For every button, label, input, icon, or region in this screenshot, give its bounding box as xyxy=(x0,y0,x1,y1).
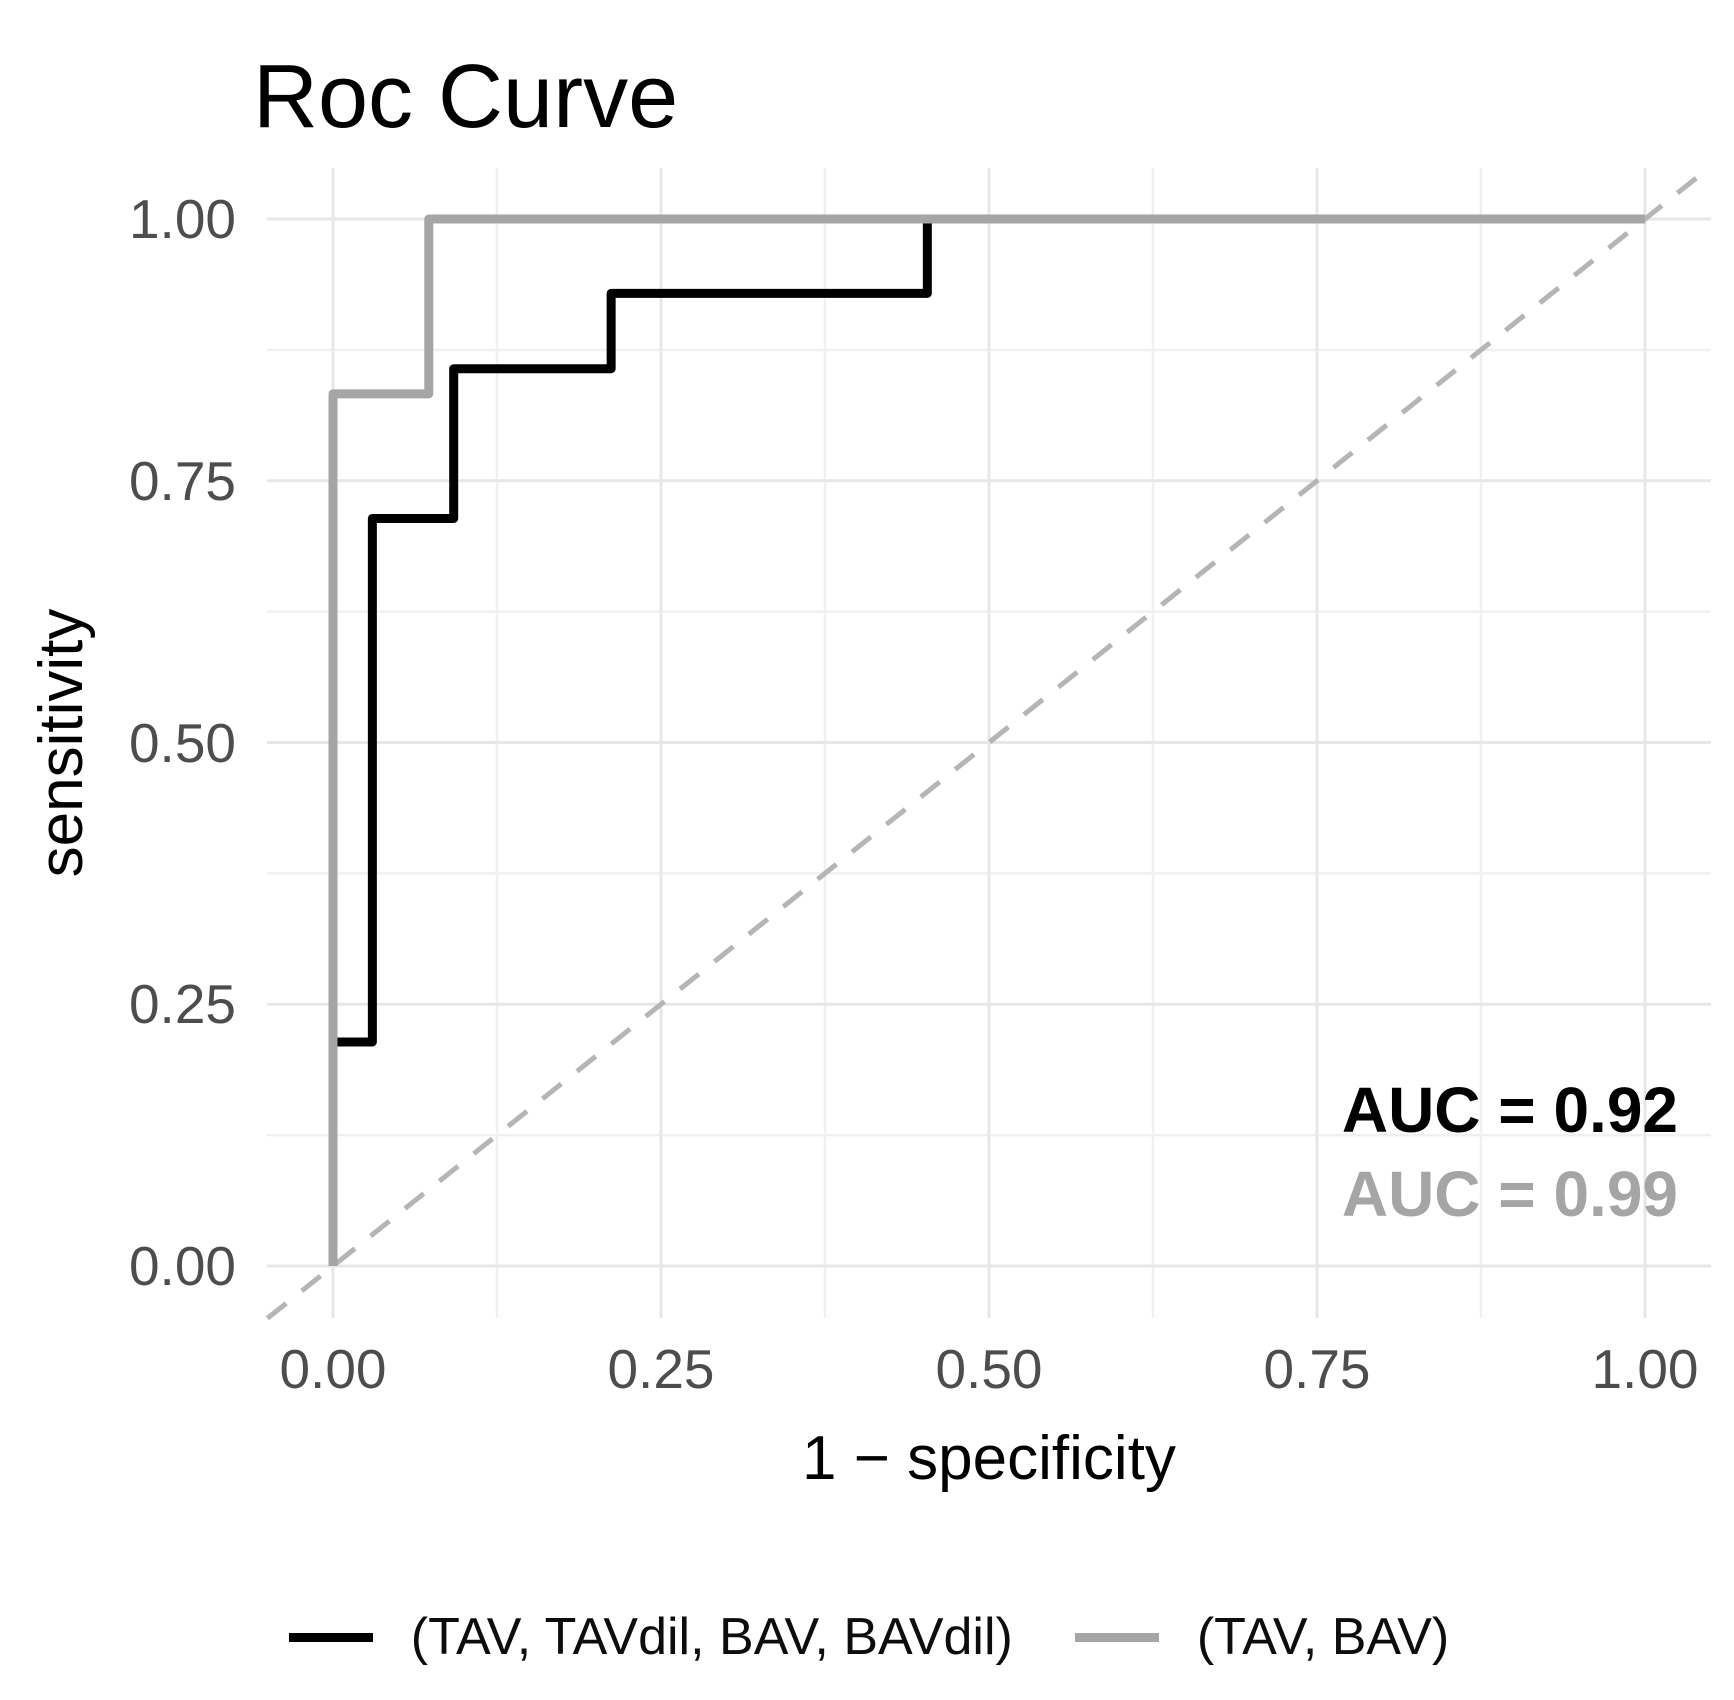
y-tick-label: 0.50 xyxy=(128,711,236,774)
y-axis-title: sensitivity xyxy=(27,608,96,878)
legend-label: (TAV, TAVdil, BAV, BAVdil) xyxy=(410,1608,1013,1666)
x-tick-label: 0.75 xyxy=(1263,1338,1371,1400)
legend-line-swatch xyxy=(1074,1632,1159,1642)
legend-line-swatch xyxy=(288,1632,373,1642)
legend: (TAV, TAVdil, BAV, BAVdil) (TAV, BAV) xyxy=(147,1600,1591,1674)
roc-curve-1 xyxy=(328,214,1645,1266)
y-tick-label: 0.25 xyxy=(128,973,236,1036)
y-tick-label: 0.75 xyxy=(128,449,236,512)
y-tick-label: 1.00 xyxy=(128,188,236,250)
legend-item-1: (TAV, BAV) xyxy=(1074,1608,1450,1666)
x-tick-label: 0.50 xyxy=(935,1338,1043,1400)
roc-curves xyxy=(328,214,1645,1266)
chart-title: Roc Curve xyxy=(253,47,679,147)
x-tick-label: 1.00 xyxy=(1591,1338,1699,1400)
auc-annotation-1: AUC = 0.99 xyxy=(1341,1158,1678,1230)
x-tick-label: 0.00 xyxy=(279,1338,387,1400)
x-axis-title: 1 − specificity xyxy=(802,1424,1176,1493)
roc-curve-0 xyxy=(328,214,1645,1266)
y-tick-label: 0.00 xyxy=(128,1235,236,1297)
auc-annotation-0: AUC = 0.92 xyxy=(1341,1074,1678,1146)
x-tick-label: 0.25 xyxy=(607,1338,715,1400)
legend-label: (TAV, BAV) xyxy=(1196,1608,1450,1666)
legend-item-0: (TAV, TAVdil, BAV, BAVdil) xyxy=(288,1608,1013,1666)
